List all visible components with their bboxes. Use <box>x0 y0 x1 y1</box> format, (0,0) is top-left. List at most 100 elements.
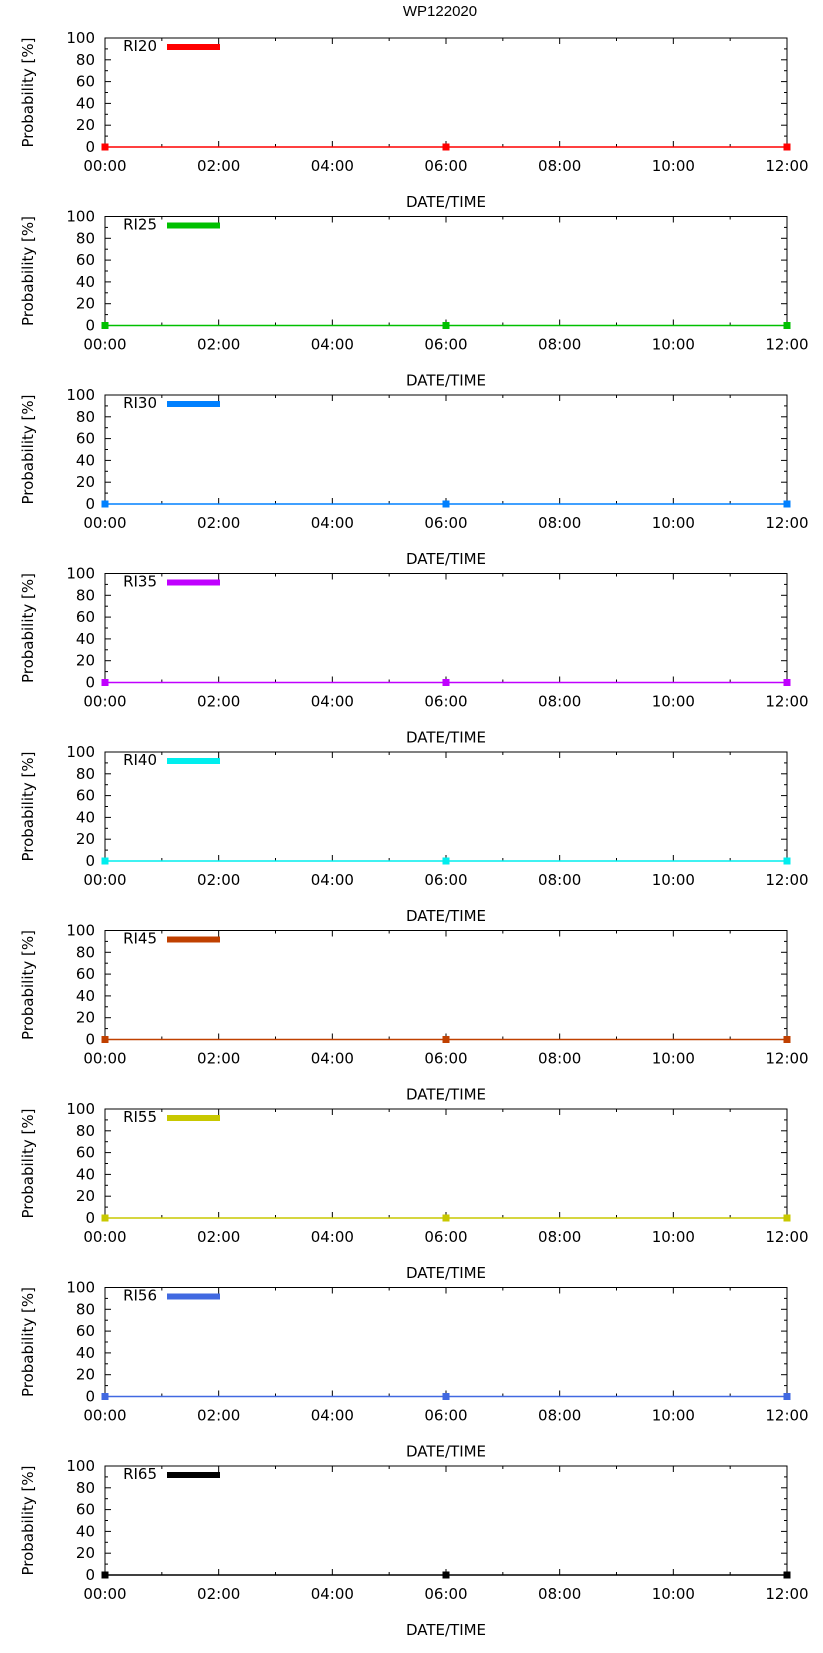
y-axis-label: Probability [%] <box>19 1108 37 1218</box>
y-axis-label: Probability [%] <box>19 216 37 326</box>
x-tick-label: 04:00 <box>311 514 354 532</box>
x-tick-label: 04:00 <box>311 1050 354 1068</box>
data-point <box>101 143 109 151</box>
y-tick-label: 40 <box>76 987 95 1005</box>
y-tick-label: 0 <box>85 317 95 335</box>
x-tick-label: 12:00 <box>765 693 808 711</box>
y-tick-label: 0 <box>85 852 95 870</box>
legend-label: RI25 <box>123 216 157 234</box>
chart-panel-ri55: 0 20 40 60 80 100 00:00 02:00 04:00 06:00 08:00 10:… <box>19 1100 809 1282</box>
x-axis-label: DATE/TIME <box>406 1621 486 1639</box>
y-tick-label: 0 <box>85 1209 95 1227</box>
y-tick-label: 0 <box>85 1566 95 1584</box>
x-tick-label: 00:00 <box>83 1050 126 1068</box>
y-tick-label: 60 <box>76 1501 95 1519</box>
y-tick-label: 80 <box>76 586 95 604</box>
data-point <box>783 1214 791 1222</box>
y-tick-label: 100 <box>66 565 95 583</box>
x-tick-label: 02:00 <box>197 157 240 175</box>
plot-frame <box>104 930 788 1040</box>
x-tick-label: 00:00 <box>83 514 126 532</box>
data-point <box>101 857 109 865</box>
x-tick-label: 10:00 <box>652 157 695 175</box>
y-tick-label: 0 <box>85 495 95 513</box>
y-tick-label: 20 <box>76 473 95 491</box>
legend-label: RI55 <box>123 1108 157 1126</box>
x-tick-label: 06:00 <box>424 1407 467 1425</box>
x-tick-label: 10:00 <box>652 1050 695 1068</box>
x-tick-label: 02:00 <box>197 514 240 532</box>
data-point <box>101 1214 109 1222</box>
x-tick-label: 08:00 <box>538 871 581 889</box>
legend-label: RI35 <box>123 573 157 591</box>
data-point <box>101 1036 109 1043</box>
y-tick-label: 100 <box>66 29 95 47</box>
data-point <box>101 500 109 508</box>
legend-label: RI56 <box>123 1287 157 1305</box>
x-axis-label: DATE/TIME <box>406 729 486 747</box>
x-tick-label: 00:00 <box>83 336 126 354</box>
x-axis-label: DATE/TIME <box>406 1086 486 1104</box>
data-point <box>101 322 109 329</box>
plot-frame <box>104 216 788 326</box>
data-point <box>783 1393 791 1400</box>
data-point <box>783 1036 791 1043</box>
y-tick-label: 0 <box>85 1388 95 1406</box>
y-tick-label: 60 <box>76 965 95 983</box>
x-tick-label: 12:00 <box>765 336 808 354</box>
y-axis-label: Probability [%] <box>19 1287 37 1397</box>
x-tick-label: 10:00 <box>652 1585 695 1603</box>
x-tick-label: 08:00 <box>538 693 581 711</box>
y-tick-label: 80 <box>76 1122 95 1140</box>
y-tick-label: 20 <box>76 116 95 134</box>
y-tick-label: 80 <box>76 229 95 247</box>
data-point <box>783 679 791 686</box>
x-tick-label: 12:00 <box>765 1585 808 1603</box>
data-point <box>442 500 450 508</box>
chart-panel-ri35: 0 20 40 60 80 100 00:00 02:00 04:00 06:00 08:00 10:… <box>19 565 809 747</box>
data-point <box>783 143 791 151</box>
data-point <box>101 679 109 686</box>
data-point <box>442 1393 450 1400</box>
y-tick-label: 0 <box>85 674 95 692</box>
y-axis-label: Probability [%] <box>19 930 37 1040</box>
x-tick-label: 00:00 <box>83 1585 126 1603</box>
x-tick-label: 00:00 <box>83 1228 126 1246</box>
y-tick-label: 100 <box>66 743 95 761</box>
x-tick-label: 06:00 <box>424 157 467 175</box>
x-tick-label: 06:00 <box>424 336 467 354</box>
data-point <box>442 1036 450 1043</box>
x-tick-label: 02:00 <box>197 1407 240 1425</box>
x-tick-label: 06:00 <box>424 693 467 711</box>
x-tick-label: 06:00 <box>424 1228 467 1246</box>
x-tick-label: 08:00 <box>538 1050 581 1068</box>
data-point <box>442 679 450 686</box>
x-axis-label: DATE/TIME <box>406 550 486 568</box>
x-tick-label: 02:00 <box>197 1228 240 1246</box>
y-tick-label: 60 <box>76 1322 95 1340</box>
x-tick-label: 08:00 <box>538 1228 581 1246</box>
y-tick-label: 20 <box>76 1544 95 1562</box>
x-tick-label: 04:00 <box>311 157 354 175</box>
y-tick-label: 100 <box>66 1457 95 1475</box>
plot-frame <box>104 1465 788 1576</box>
x-tick-label: 00:00 <box>83 157 126 175</box>
y-tick-label: 80 <box>76 765 95 783</box>
figure-title: WP122020 <box>403 3 477 20</box>
y-tick-label: 20 <box>76 1366 95 1384</box>
x-tick-label: 02:00 <box>197 336 240 354</box>
y-tick-label: 40 <box>76 94 95 112</box>
x-tick-label: 12:00 <box>765 871 808 889</box>
y-tick-label: 80 <box>76 1479 95 1497</box>
chart-panels: 0 20 40 60 80 100 00:00 02:00 04:00 06:00 08:00 10:… <box>19 29 809 1639</box>
data-point <box>101 1571 109 1579</box>
x-tick-label: 08:00 <box>538 336 581 354</box>
y-tick-label: 40 <box>76 451 95 469</box>
y-axis-label: Probability [%] <box>19 1465 37 1575</box>
y-tick-label: 100 <box>66 386 95 404</box>
legend-label: RI20 <box>123 37 157 55</box>
legend-label: RI65 <box>123 1465 157 1483</box>
y-tick-label: 20 <box>76 830 95 848</box>
x-tick-label: 08:00 <box>538 157 581 175</box>
x-axis-label: DATE/TIME <box>406 1264 486 1282</box>
